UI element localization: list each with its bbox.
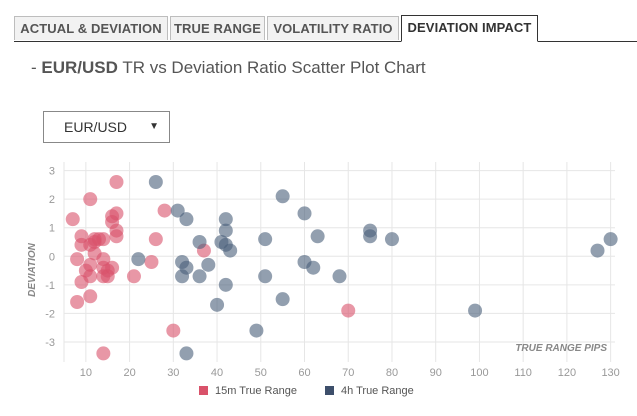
x-tick-label: 120 [558, 367, 576, 379]
scatter-point-15m [109, 229, 124, 244]
scatter-point-15m [166, 323, 181, 338]
scatter-point-15m [74, 229, 89, 244]
legend-label-4h: 4h True Range [341, 385, 414, 397]
scatter-point-4h [258, 232, 273, 247]
x-tick-label: 110 [514, 367, 532, 379]
title-pair: EUR/USD [41, 58, 118, 77]
x-axis-label: TRUE RANGE PIPS [515, 343, 607, 354]
legend-swatch-15m [199, 386, 208, 395]
x-tick-label: 50 [255, 367, 267, 379]
scatter-point-4h [468, 303, 483, 318]
chevron-down-icon: ▼ [149, 121, 159, 132]
scatter-point-15m [148, 232, 163, 247]
scatter-point-15m [144, 255, 159, 269]
x-tick-label: 100 [470, 367, 488, 379]
scatter-point-15m [70, 252, 85, 267]
scatter-point-4h [131, 252, 146, 267]
scatter-point-4h [384, 232, 399, 247]
scatter-point-4h [275, 189, 290, 204]
scatter-point-15m [126, 269, 141, 284]
x-tick-label: 30 [167, 367, 179, 379]
scatter-point-4h [603, 232, 618, 247]
scatter-point-4h [258, 269, 273, 284]
scatter-point-4h [179, 346, 194, 361]
tab-bar: ACTUAL & DEVIATION TRUE RANGE VOLATILITY… [0, 0, 637, 44]
y-tick-label: 1 [49, 223, 55, 235]
x-tick-label: 20 [123, 367, 135, 379]
y-tick-label: -2 [45, 308, 55, 320]
scatter-point-15m [109, 175, 124, 189]
tab-deviation-impact[interactable]: DEVIATION IMPACT [401, 15, 538, 42]
scatter-point-15m [70, 295, 85, 309]
x-tick-label: 90 [430, 367, 442, 379]
scatter-point-4h [310, 229, 325, 244]
scatter-point-15m [109, 206, 124, 221]
scatter-point-15m [83, 289, 98, 304]
scatter-point-15m [105, 260, 120, 275]
scatter-point-4h [223, 243, 238, 258]
scatter-point-4h [192, 269, 207, 284]
scatter-point-4h [275, 292, 290, 307]
y-axis-ticks: 3 2 1 0 -1 -2 -3 [45, 166, 55, 349]
scatter-point-4h [590, 243, 605, 258]
x-tick-label: 40 [211, 367, 223, 379]
y-axis-label: DEVIATION [27, 242, 38, 296]
y-tick-label: 0 [49, 251, 55, 263]
y-tick-label: 3 [49, 166, 55, 178]
scatter-point-15m [83, 192, 98, 207]
x-tick-label: 130 [601, 367, 619, 379]
x-tick-label: 10 [80, 367, 92, 379]
scatter-point-4h [306, 260, 321, 275]
tab-volatility-ratio[interactable]: VOLATILITY RATIO [267, 16, 399, 40]
page-title: - EUR/USD TR vs Deviation Ratio Scatter … [31, 58, 426, 78]
pair-select-value: EUR/USD [64, 119, 128, 135]
tab-bar-underline [14, 41, 637, 42]
legend-item-4h[interactable]: 4h True Range [325, 385, 414, 397]
scatter-point-4h [210, 297, 225, 312]
x-axis-ticks: 10 20 30 40 50 60 70 80 90 100 110 120 130 [80, 367, 620, 379]
scatter-point-15m [83, 269, 98, 284]
title-prefix: - [31, 58, 42, 77]
scatter-point-15m [83, 257, 98, 272]
scatter-point-4h [332, 269, 347, 284]
scatter-point-4h [218, 212, 233, 227]
scatter-point-4h [363, 229, 378, 244]
x-tick-label: 80 [386, 367, 398, 379]
x-tick-label: 70 [342, 367, 354, 379]
y-tick-label: 2 [49, 194, 55, 206]
tab-true-range[interactable]: TRUE RANGE [170, 16, 265, 40]
chart-points [65, 175, 618, 361]
legend-item-15m[interactable]: 15m True Range [199, 385, 297, 397]
legend-label-15m: 15m True Range [215, 385, 297, 397]
y-tick-label: -3 [45, 337, 55, 349]
y-tick-label: -1 [45, 280, 55, 292]
scatter-point-15m [96, 232, 111, 247]
title-rest: TR vs Deviation Ratio Scatter Plot Chart [117, 58, 426, 77]
scatter-point-4h [218, 277, 233, 292]
scatter-point-15m [65, 212, 80, 227]
scatter-point-4h [201, 257, 216, 272]
scatter-point-4h [297, 206, 312, 221]
legend-swatch-4h [325, 386, 334, 395]
scatter-point-15m [157, 203, 172, 218]
tab-actual-deviation[interactable]: ACTUAL & DEVIATION [14, 16, 168, 40]
scatter-point-15m [341, 303, 356, 318]
scatter-point-4h [148, 175, 163, 189]
scatter-point-4h [218, 223, 233, 238]
scatter-point-4h [192, 235, 207, 249]
scatter-point-4h [249, 323, 264, 338]
scatter-point-4h [179, 212, 194, 227]
scatter-point-15m [96, 346, 111, 361]
pair-select[interactable]: EUR/USD ▼ [43, 111, 170, 143]
scatter-point-4h [170, 203, 185, 218]
scatter-point-4h [179, 260, 194, 275]
x-tick-label: 60 [298, 367, 310, 379]
